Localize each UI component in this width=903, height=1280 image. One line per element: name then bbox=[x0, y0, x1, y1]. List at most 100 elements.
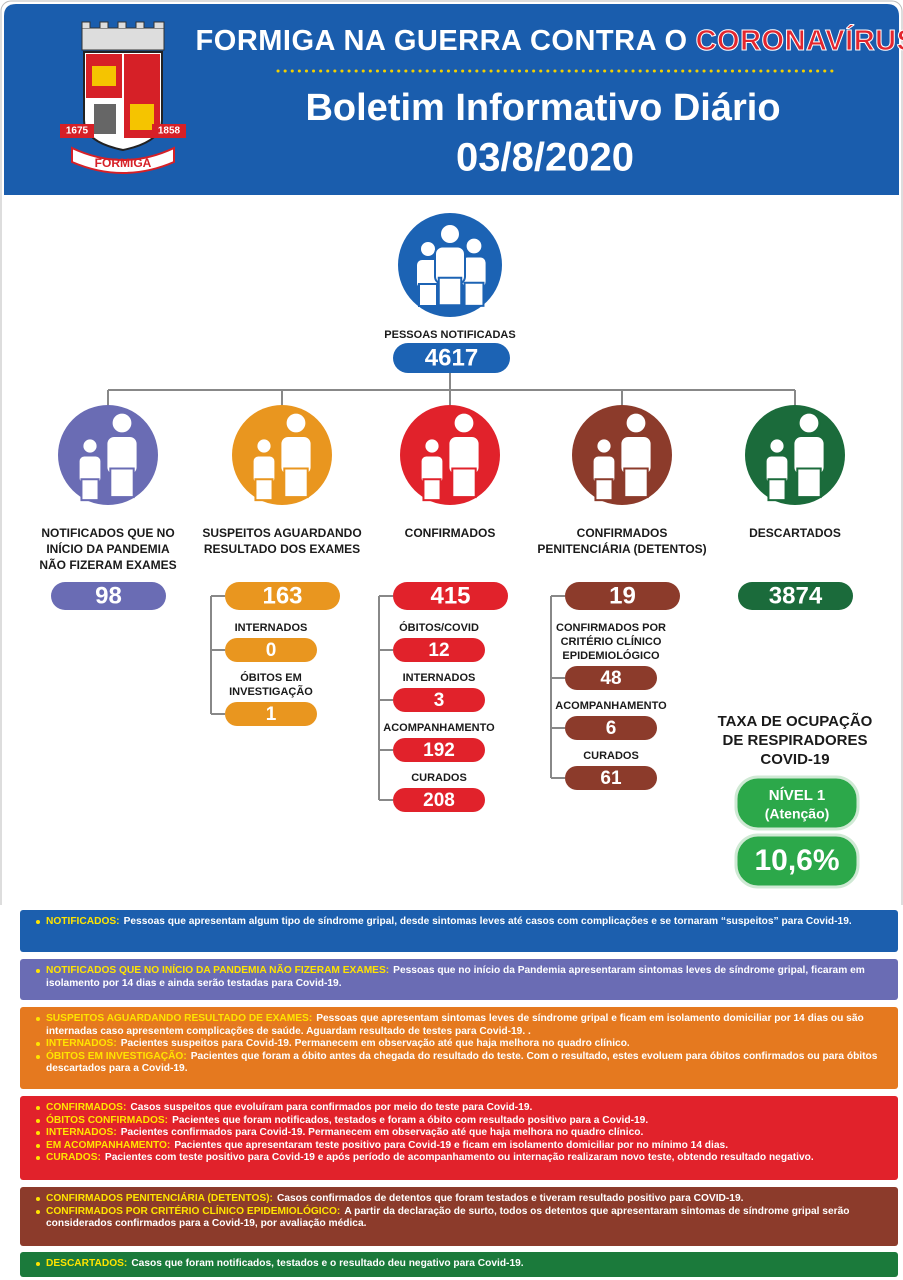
definition-term: INTERNADOS: bbox=[46, 1127, 117, 1139]
logo-church bbox=[94, 104, 116, 134]
item-label: CRITÉRIO CLÍNICO bbox=[561, 635, 662, 648]
definition-item: ÓBITOS CONFIRMADOS: Pacientes que foram n… bbox=[34, 1115, 886, 1128]
item-pill bbox=[393, 788, 485, 812]
item-pill-value: 48 bbox=[600, 668, 621, 689]
level-note: (Atenção) bbox=[765, 806, 830, 822]
level-text: NÍVEL 1 bbox=[769, 787, 825, 804]
item-label: INTERNADOS bbox=[403, 672, 476, 684]
icon-legs bbox=[422, 478, 442, 502]
definition-item: ÓBITOS EM INVESTIGAÇÃO: Pacientes que for… bbox=[34, 1051, 886, 1076]
definition-term: CONFIRMADOS POR CRITÉRIO CLÍNICO EPIDEMI… bbox=[46, 1205, 341, 1217]
total-pill bbox=[393, 343, 510, 373]
item-pill bbox=[225, 702, 317, 726]
ventilator-title: COVID-19 bbox=[760, 751, 829, 768]
logo-crown bbox=[81, 27, 165, 51]
column-pill bbox=[51, 582, 166, 610]
total-label: PESSOAS NOTIFICADAS bbox=[384, 329, 515, 341]
column-pill-value: 3874 bbox=[769, 582, 823, 609]
icon-head bbox=[110, 411, 134, 435]
logo-ribbon bbox=[71, 146, 175, 174]
item-pill bbox=[393, 738, 485, 762]
definition-item: CONFIRMADOS: Casos suspeitos que evoluíra… bbox=[34, 1102, 886, 1115]
definition-desc: Pacientes que apresentaram teste positiv… bbox=[174, 1139, 729, 1151]
column-pill-value: 19 bbox=[609, 582, 636, 609]
icon-legs bbox=[796, 467, 822, 499]
definition-desc: Pacientes suspeitos para Covid-19. Perma… bbox=[120, 1038, 630, 1050]
item-label: ACOMPANHAMENTO bbox=[555, 700, 667, 712]
definition-desc: Casos confirmados de detentos que foram … bbox=[276, 1193, 744, 1204]
logo-year: 1675 bbox=[66, 126, 89, 137]
icon-head bbox=[595, 437, 613, 455]
item-pill bbox=[393, 638, 485, 662]
column-label: NÃO FIZERAM EXAMES bbox=[39, 557, 176, 572]
definition-box: CONFIRMADOS: Casos suspeitos que evoluíra… bbox=[20, 1096, 898, 1180]
item-label: INVESTIGAÇÃO bbox=[229, 685, 313, 698]
definition-box: NOTIFICADOS: Pessoas que apresentam algum… bbox=[20, 910, 898, 952]
definition-box: CONFIRMADOS PENITENCIÁRIA (DETENTOS): Cas… bbox=[20, 1187, 898, 1246]
title-text: FORMIGA NA GUERRA CONTRA O bbox=[196, 25, 688, 57]
definition-item: SUSPEITOS AGUARDANDO RESULTADO DE EXAMES… bbox=[34, 1013, 886, 1038]
column-pill bbox=[565, 582, 680, 610]
definition-desc: Pessoas que apresentam algum tipo de sín… bbox=[123, 916, 852, 927]
item-pill-value: 1 bbox=[266, 704, 277, 725]
header-date: 03/8/2020 bbox=[456, 136, 634, 180]
total-pill-value: 4617 bbox=[425, 344, 478, 371]
item-label: ÓBITOS EM bbox=[240, 671, 302, 684]
item-label: CONFIRMADOS POR bbox=[556, 622, 666, 634]
definition-desc: Pessoas que apresentam sintomas leves de… bbox=[46, 1013, 864, 1037]
icon-legs bbox=[80, 478, 100, 502]
definition-item: INTERNADOS: Pacientes suspeitos para Covi… bbox=[34, 1038, 886, 1051]
definition-desc: Pacientes que foram notificados, testado… bbox=[172, 1114, 649, 1126]
definition-term: NOTIFICADOS QUE NO INÍCIO DA PANDEMIA NÃ… bbox=[46, 965, 390, 976]
logo-emblem bbox=[130, 104, 154, 130]
logo-battlements bbox=[81, 21, 165, 29]
column-label: NOTIFICADOS QUE NO bbox=[41, 526, 174, 540]
logo-quarter bbox=[124, 54, 160, 98]
item-label: ÓBITOS/COVID bbox=[399, 621, 479, 634]
column-pill bbox=[393, 582, 508, 610]
item-pill bbox=[565, 716, 657, 740]
ventilator-title: TAXA DE OCUPAÇÃO bbox=[718, 712, 873, 730]
title-highlight: CORONAVÍRUS bbox=[696, 23, 903, 57]
item-label: EPIDEMIOLÓGICO bbox=[562, 649, 660, 662]
column-pill bbox=[738, 582, 853, 610]
column-pill-value: 98 bbox=[95, 582, 122, 609]
logo-emblem bbox=[92, 66, 116, 86]
item-pill-value: 6 bbox=[606, 718, 617, 739]
item-label: ACOMPANHAMENTO bbox=[383, 722, 495, 734]
definition-item: EM ACOMPANHAMENTO: Pacientes que apresent… bbox=[34, 1140, 886, 1153]
city-logo bbox=[60, 21, 186, 174]
column-label: CONFIRMADOS bbox=[405, 526, 496, 540]
definition-item: INTERNADOS: Pacientes confirmados para Co… bbox=[34, 1127, 886, 1140]
definition-desc: Pacientes confirmados para Covid-19. Per… bbox=[120, 1127, 644, 1139]
definition-desc: Pessoas que no início da Pandemia aprese… bbox=[46, 965, 865, 989]
level-pill bbox=[734, 775, 860, 831]
definition-box: DESCARTADOS: Casos que foram notificados,… bbox=[20, 1252, 898, 1277]
rate-pill bbox=[734, 833, 860, 889]
item-pill-value: 0 bbox=[266, 640, 277, 661]
icon-legs bbox=[767, 478, 787, 502]
column-label: DESCARTADOS bbox=[749, 526, 841, 540]
icon-head bbox=[284, 411, 308, 435]
logo-year: 1858 bbox=[158, 126, 181, 137]
icon-legs bbox=[254, 478, 274, 502]
icon-head bbox=[419, 240, 437, 258]
icon-head bbox=[768, 437, 786, 455]
header-band bbox=[4, 4, 899, 195]
definition-desc: Pacientes com teste positivo para Covid-… bbox=[104, 1152, 814, 1164]
column-label: SUSPEITOS AGUARDANDO bbox=[202, 526, 361, 540]
column-label: RESULTADO DOS EXAMES bbox=[204, 542, 360, 556]
item-pill bbox=[565, 766, 657, 790]
definition-term: EM ACOMPANHAMENTO: bbox=[46, 1139, 171, 1151]
definition-desc: A partir da declaração de surto, todos o… bbox=[46, 1205, 850, 1230]
definition-box: SUSPEITOS AGUARDANDO RESULTADO DE EXAMES… bbox=[20, 1007, 898, 1089]
item-pill-value: 3 bbox=[434, 690, 445, 711]
icon-head bbox=[423, 437, 441, 455]
logo-banners bbox=[60, 124, 186, 138]
definition-term: SUSPEITOS AGUARDANDO RESULTADO DE EXAMES… bbox=[46, 1013, 313, 1024]
definition-term: CONFIRMADOS: bbox=[46, 1102, 127, 1113]
column-pill bbox=[225, 582, 340, 610]
icon-legs bbox=[283, 467, 309, 499]
icon-legs bbox=[623, 467, 649, 499]
